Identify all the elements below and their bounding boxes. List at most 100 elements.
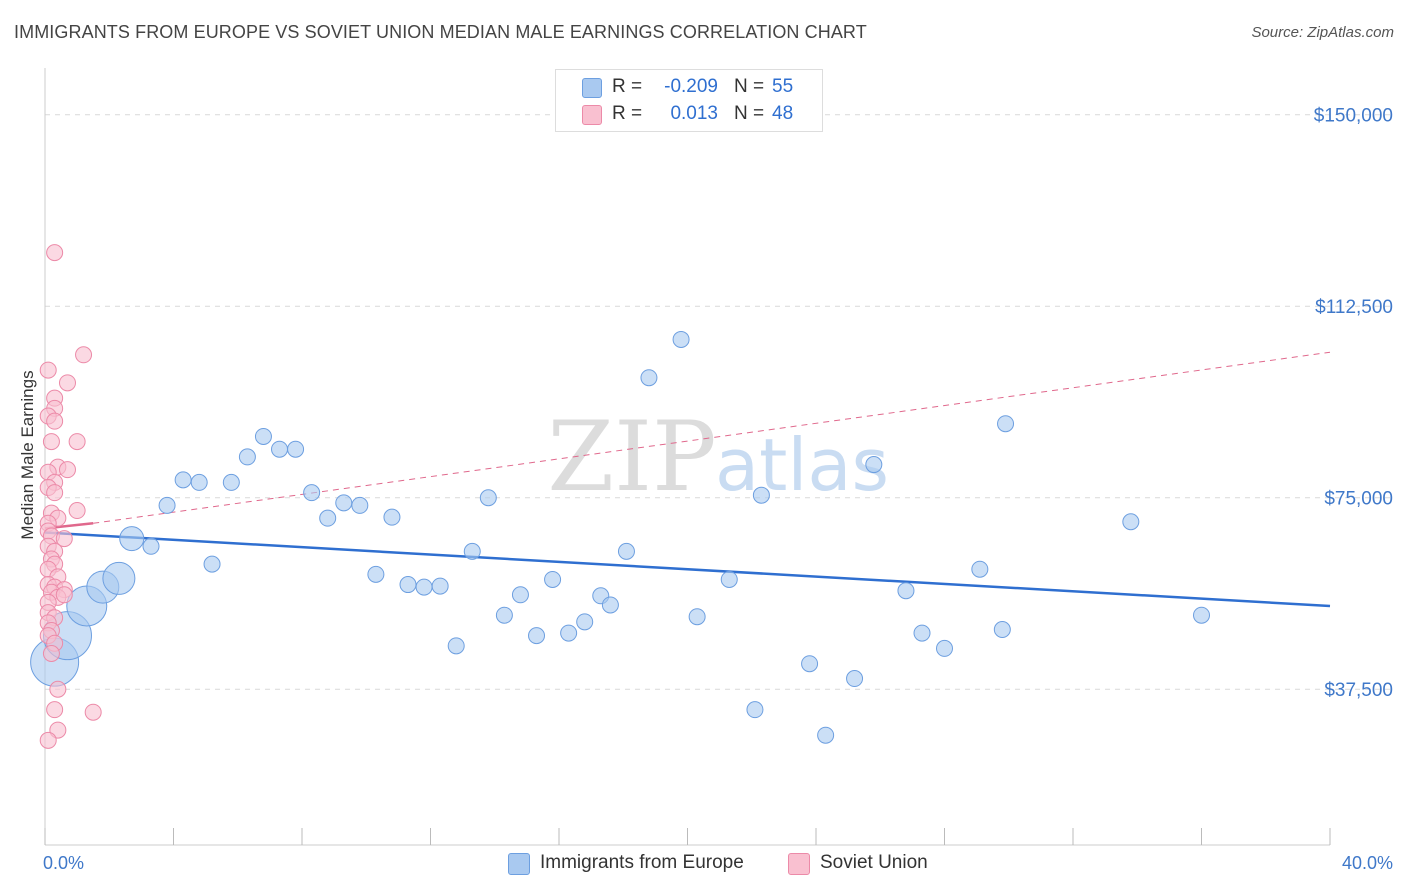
europe-point [560, 624, 578, 642]
europe-point [238, 448, 256, 466]
soviet-point [46, 701, 64, 719]
bottom-legend-label-soviet: Soviet Union [820, 852, 928, 873]
europe-point [528, 627, 546, 645]
europe-point [817, 726, 835, 744]
series-soviet [39, 244, 102, 749]
bottom-legend-label-europe: Immigrants from Europe [540, 852, 744, 873]
y-tick-label: $75,000 [1324, 489, 1393, 510]
soviet-point [58, 461, 76, 479]
y-tick-label: $150,000 [1314, 106, 1393, 127]
soviet-point [55, 530, 73, 548]
legend-r-label: R = [612, 103, 643, 124]
europe-point [511, 586, 529, 604]
y-tick-label: $37,500 [1324, 680, 1393, 701]
europe-point [463, 542, 481, 560]
europe-point [254, 427, 272, 445]
europe-point [383, 508, 401, 526]
soviet-point [68, 433, 86, 451]
europe-point [846, 670, 864, 688]
europe-point [617, 542, 635, 560]
source-label: Source: ZipAtlas.com [1251, 24, 1394, 41]
legend-n-label: N = [734, 76, 765, 97]
soviet-point [42, 433, 60, 451]
europe-point [367, 565, 385, 583]
y-tick-label: $112,500 [1315, 297, 1393, 318]
axis-labels: $150,000 $112,500 $75,000 $37,500 0.0% 40.0% M… [18, 106, 1393, 873]
europe-point [351, 496, 369, 514]
soviet-point [84, 703, 102, 721]
legend-r-label: R = [612, 76, 643, 97]
y-axis-label: Median Male Earnings [18, 370, 37, 539]
europe-point [720, 570, 738, 588]
europe-point [319, 509, 337, 527]
soviet-point [39, 731, 57, 749]
axes [44, 68, 1331, 846]
legend-r-value: -0.209 [664, 76, 718, 97]
europe-point [119, 526, 145, 552]
europe-point [174, 471, 192, 489]
europe-point [495, 606, 513, 624]
europe-point [335, 494, 353, 512]
europe-point [746, 701, 764, 719]
europe-point [203, 555, 221, 573]
europe-point [399, 576, 417, 594]
x-tick-label-min: 0.0% [43, 853, 84, 873]
europe-point [1193, 606, 1210, 624]
data-points [30, 244, 1210, 749]
grid-lines [45, 114, 1395, 690]
soviet-point [39, 361, 57, 379]
europe-point [688, 608, 706, 626]
soviet-point [46, 412, 64, 430]
europe-point [640, 369, 658, 387]
europe-point [601, 596, 619, 614]
soviet-point [42, 645, 60, 662]
stats-legend: R = -0.209 N = 55 R = 0.013 N = 48 [555, 69, 823, 132]
europe-point [936, 639, 953, 657]
soviet-point [55, 586, 73, 604]
bottom-legend-swatch-soviet [788, 853, 810, 875]
europe-point [102, 561, 136, 595]
europe-point [271, 440, 289, 458]
europe-point [1122, 513, 1140, 531]
soviet-point [46, 244, 64, 262]
europe-point [672, 330, 690, 348]
soviet-point [49, 680, 67, 698]
watermark: ZIP atlas [547, 401, 889, 513]
chart-title: IMMIGRANTS FROM EUROPE VS SOVIET UNION M… [14, 22, 867, 42]
europe-point [801, 655, 819, 673]
legend-n-value: 48 [772, 103, 794, 124]
legend-swatch-soviet [582, 105, 602, 125]
soviet-point [46, 484, 64, 502]
soviet-point [68, 502, 86, 520]
x-tick-label-max: 40.0% [1342, 853, 1393, 873]
europe-point [479, 489, 497, 507]
soviet-point [58, 374, 76, 392]
europe-point [997, 415, 1015, 433]
bottom-legend-swatch-europe [508, 853, 530, 875]
europe-point [447, 637, 465, 655]
europe-point [415, 578, 433, 596]
europe-point [971, 560, 989, 578]
europe-point [865, 456, 883, 474]
europe-point [158, 496, 176, 514]
europe-point [544, 570, 562, 588]
europe-point [576, 613, 594, 631]
europe-point [752, 486, 770, 504]
legend-swatch-europe [582, 78, 602, 98]
legend-r-value: 0.013 [670, 103, 718, 124]
europe-point [897, 582, 915, 600]
europe-point [222, 473, 240, 491]
europe-point [913, 624, 931, 642]
europe-point [142, 537, 160, 555]
watermark-atlas: atlas [715, 423, 889, 507]
europe-point [287, 440, 305, 458]
europe-point [993, 620, 1011, 638]
europe-point [431, 577, 449, 595]
europe-point [303, 484, 321, 502]
legend-n-label: N = [734, 103, 765, 124]
legend-n-value: 55 [772, 76, 794, 97]
soviet-point [75, 346, 93, 364]
europe-point [190, 473, 208, 491]
europe-trend-line [44, 531, 1331, 608]
